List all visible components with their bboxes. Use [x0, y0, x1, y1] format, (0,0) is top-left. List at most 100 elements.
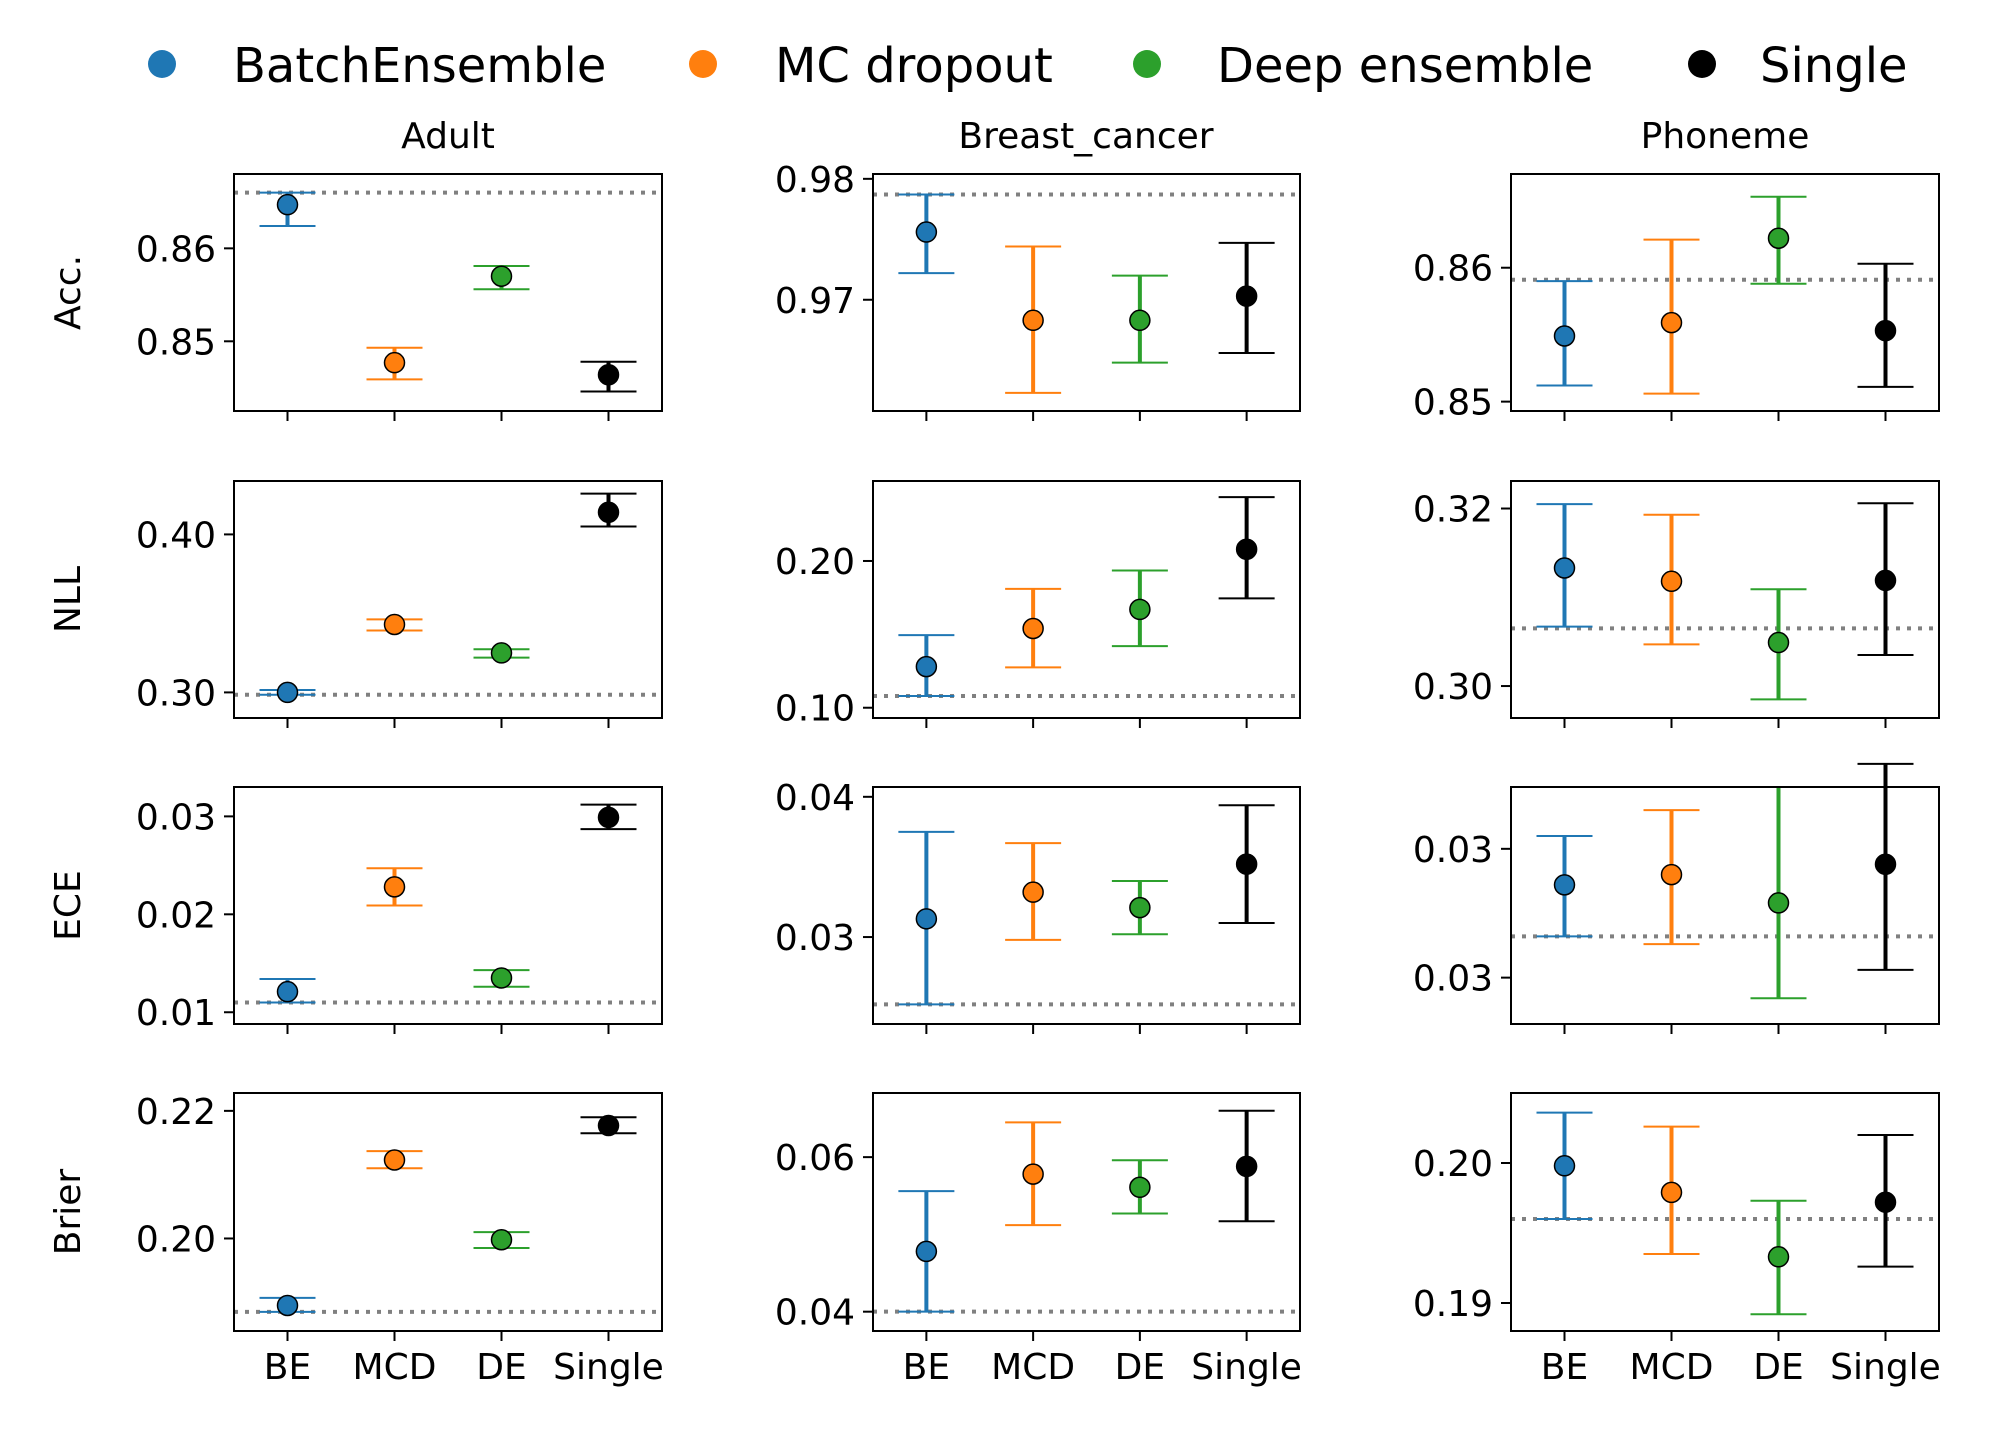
axes-frame: [233, 173, 663, 412]
point-mc-dropout: [383, 876, 406, 898]
point-mc-dropout: [1022, 617, 1044, 640]
point-single: [1874, 569, 1897, 592]
panel-brier-phoneme: 0.19 0.20 BE MCD DE Single: [1413, 1092, 1941, 1388]
axes-frame: [872, 1092, 1301, 1332]
point-batchensemble: [1553, 1155, 1576, 1177]
row-label-nll: NLL: [48, 566, 89, 633]
point-batchensemble: [276, 681, 299, 704]
point-mc-dropout: [1022, 1163, 1044, 1185]
panel-ece-adult: 0.01 0.02 0.03: [136, 786, 663, 1034]
point-single: [1235, 1155, 1258, 1178]
point-deep-ensemble: [490, 642, 513, 664]
point-deep-ensemble: [1767, 892, 1790, 914]
point-single: [1874, 319, 1897, 342]
panel-nll-breast-cancer: 0.10 0.20: [775, 480, 1301, 730]
panel-acc-phoneme: 0.85 0.86: [1413, 173, 1940, 424]
x-tick-label-mcd: MCD: [1630, 1347, 1714, 1388]
axes-frame: [1510, 480, 1940, 719]
point-batchensemble: [1553, 325, 1576, 347]
row-label-brier: Brier: [48, 1169, 89, 1256]
axes-frame: [1510, 173, 1940, 412]
legend-label-mc-dropout: MC dropout: [775, 38, 1053, 94]
point-deep-ensemble: [1129, 896, 1151, 919]
x-tick-label-de: DE: [476, 1347, 526, 1388]
column-title-phoneme: Phoneme: [1641, 116, 1810, 157]
point-batchensemble: [276, 1294, 299, 1317]
panel-ece-phoneme: 0.03 0.03: [1413, 762, 1940, 1034]
point-single: [597, 806, 620, 829]
point-single: [1235, 285, 1258, 307]
panel-acc-breast-cancer: 0.97 0.98: [775, 160, 1301, 421]
axes-frame: [872, 173, 1301, 412]
point-single: [1235, 853, 1258, 875]
y-tick-label: 0.03: [1413, 959, 1493, 1000]
point-deep-ensemble: [1129, 1176, 1151, 1199]
point-mc-dropout: [383, 351, 406, 374]
legend-label-deep-ensemble: Deep ensemble: [1217, 38, 1593, 94]
y-tick-label: 0.40: [136, 515, 216, 556]
y-tick-label: 0.03: [1413, 830, 1493, 871]
point-batchensemble: [915, 1240, 938, 1263]
axes-frame: [872, 786, 1301, 1025]
point-deep-ensemble: [490, 967, 513, 989]
point-batchensemble: [915, 908, 938, 930]
row-label-acc: Acc.: [48, 255, 89, 330]
legend-marker-deep-ensemble: [1133, 50, 1161, 78]
point-batchensemble: [276, 193, 299, 216]
point-single: [1874, 853, 1897, 876]
point-single: [1874, 1191, 1897, 1213]
point-batchensemble: [276, 980, 299, 1003]
legend-marker-single: [1688, 50, 1716, 78]
axes-frame: [1510, 786, 1940, 1025]
axes-frame: [233, 1092, 663, 1332]
point-mc-dropout: [1660, 1181, 1683, 1204]
y-tick-label: 0.04: [775, 778, 855, 819]
legend: BatchEnsemble MC dropout Deep ensemble Sing…: [148, 38, 1908, 94]
x-tick-label-de: DE: [1115, 1347, 1165, 1388]
legend-marker-mc-dropout: [689, 50, 717, 78]
point-single: [597, 501, 620, 524]
point-mc-dropout: [1660, 570, 1683, 593]
panels: Adult Breast_cancer Phoneme Acc. NLL ECE Brier…: [48, 116, 1941, 1388]
y-tick-label: 0.20: [136, 1219, 216, 1260]
x-tick-label-mcd: MCD: [991, 1347, 1075, 1388]
y-tick-label: 0.04: [775, 1293, 855, 1334]
axes-frame: [233, 480, 663, 719]
point-single: [597, 364, 620, 386]
point-batchensemble: [915, 655, 938, 678]
y-tick-label: 0.98: [775, 160, 855, 201]
x-tick-label-be: BE: [1541, 1347, 1588, 1388]
point-single: [1235, 538, 1258, 560]
panel-brier-breast-cancer: 0.04 0.06 BE MCD DE Single: [775, 1092, 1302, 1388]
panel-nll-adult: 0.30 0.40: [136, 480, 663, 728]
y-tick-label: 0.20: [1413, 1144, 1493, 1185]
y-tick-label: 0.20: [775, 542, 855, 583]
point-deep-ensemble: [490, 265, 513, 287]
axes-frame: [872, 480, 1301, 719]
point-mc-dropout: [1022, 881, 1044, 903]
x-tick-label-single: Single: [1191, 1347, 1302, 1388]
legend-label-batchensemble: BatchEnsemble: [233, 38, 606, 94]
axes-frame: [233, 786, 663, 1025]
point-mc-dropout: [1660, 863, 1683, 886]
point-mc-dropout: [383, 613, 406, 636]
legend-label-single: Single: [1760, 38, 1908, 94]
point-batchensemble: [915, 221, 938, 243]
point-batchensemble: [1553, 557, 1576, 579]
x-tick-label-de: DE: [1753, 1347, 1803, 1388]
column-title-adult: Adult: [401, 116, 495, 157]
point-mc-dropout: [1660, 311, 1683, 334]
point-deep-ensemble: [1129, 309, 1151, 332]
panel-ece-breast-cancer: 0.03 0.04: [775, 778, 1301, 1034]
y-tick-label: 0.85: [136, 322, 216, 363]
point-mc-dropout: [383, 1149, 406, 1171]
y-tick-label: 0.19: [1413, 1284, 1493, 1325]
y-tick-label: 0.30: [1413, 667, 1493, 708]
y-tick-label: 0.85: [1413, 383, 1493, 424]
y-tick-label: 0.86: [1413, 249, 1493, 290]
y-tick-label: 0.06: [775, 1138, 855, 1179]
legend-marker-batchensemble: [148, 50, 176, 78]
point-deep-ensemble: [490, 1229, 513, 1251]
point-deep-ensemble: [1129, 598, 1151, 621]
y-tick-label: 0.03: [136, 797, 216, 838]
